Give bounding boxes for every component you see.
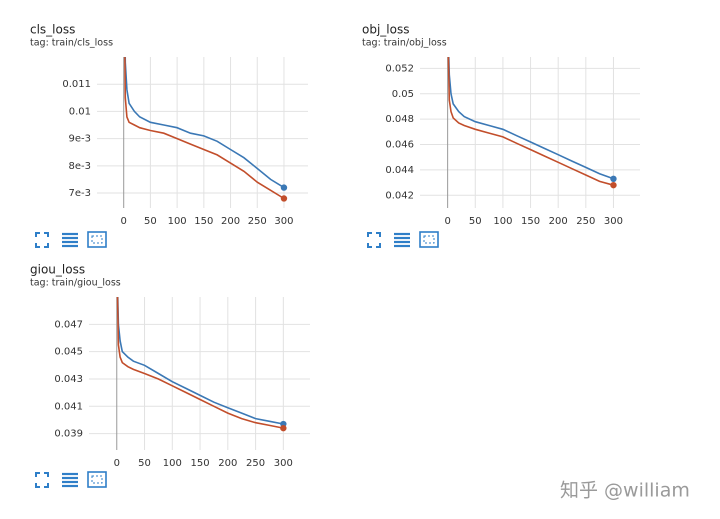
x-tick-label: 300 [274, 216, 293, 227]
fullscreen-icon[interactable] [35, 472, 49, 488]
x-tick-label: 200 [549, 216, 568, 227]
series-line [124, 57, 285, 189]
icon-shape [367, 232, 381, 248]
chart-title: cls_loss [30, 23, 75, 37]
x-tick-label: 150 [194, 216, 213, 227]
series-line [116, 297, 284, 425]
x-tick-label: 250 [246, 458, 265, 469]
x-tick-label: 100 [493, 216, 512, 227]
fit-domain-icon[interactable] [419, 231, 439, 248]
y-tick-label: 8e-3 [69, 161, 92, 172]
x-tick-label: 300 [604, 216, 623, 227]
y-tick-label: 0.044 [385, 165, 414, 176]
icon-shape [87, 471, 107, 488]
y-tick-label: 0.011 [62, 79, 91, 90]
icon-shape [91, 235, 103, 244]
x-tick-label: 100 [168, 216, 187, 227]
x-tick-label: 150 [191, 458, 210, 469]
series-line [447, 57, 614, 180]
icon-shape [423, 235, 435, 244]
log-scale-icon[interactable] [394, 232, 410, 248]
y-tick-label: 7e-3 [69, 188, 92, 199]
y-tick-label: 0.045 [54, 347, 83, 358]
fullscreen-icon[interactable] [35, 232, 49, 248]
y-tick-label: 9e-3 [69, 134, 92, 145]
chart-tag: tag: train/obj_loss [362, 38, 447, 49]
y-tick-label: 0.046 [385, 140, 414, 151]
y-tick-label: 0.043 [54, 374, 83, 385]
y-tick-label: 0.042 [385, 190, 414, 201]
x-tick-label: 200 [221, 216, 240, 227]
icon-shape [35, 472, 49, 488]
x-tick-label: 50 [469, 216, 482, 227]
x-tick-label: 0 [114, 458, 120, 469]
x-tick-label: 250 [576, 216, 595, 227]
series-line [116, 297, 284, 429]
icon-shape [91, 475, 103, 484]
x-tick-label: 250 [248, 216, 267, 227]
y-tick-label: 0.052 [385, 63, 414, 74]
x-tick-label: 100 [163, 458, 182, 469]
x-tick-label: 50 [144, 216, 157, 227]
log-scale-icon[interactable] [62, 472, 78, 488]
x-tick-label: 200 [218, 458, 237, 469]
icon-shape [35, 232, 49, 248]
series-line [124, 57, 285, 200]
end-point [280, 184, 288, 191]
series-line [447, 57, 614, 186]
end-point [610, 175, 617, 183]
y-tick-label: 0.047 [54, 319, 83, 330]
fit-domain-icon[interactable] [87, 231, 107, 248]
x-tick-label: 0 [121, 216, 127, 227]
x-tick-label: 300 [274, 458, 293, 469]
x-tick-label: 50 [138, 458, 151, 469]
icon-shape [419, 231, 439, 248]
end-point [610, 181, 617, 189]
y-tick-label: 0.048 [385, 114, 414, 125]
chart-tag: tag: train/cls_loss [30, 38, 113, 49]
x-tick-label: 0 [444, 216, 450, 227]
end-point [280, 424, 287, 432]
y-tick-label: 0.039 [54, 429, 83, 440]
watermark: 知乎 @william [560, 480, 690, 502]
chart-title: obj_loss [362, 23, 409, 37]
x-tick-label: 150 [521, 216, 540, 227]
fullscreen-icon[interactable] [367, 232, 381, 248]
end-point [280, 195, 288, 202]
y-tick-label: 0.041 [54, 401, 83, 412]
log-scale-icon[interactable] [62, 232, 78, 248]
icon-shape [87, 231, 107, 248]
y-tick-label: 0.05 [392, 89, 414, 100]
y-tick-label: 0.01 [69, 106, 91, 117]
chart-tag: tag: train/giou_loss [30, 278, 121, 289]
chart-title: giou_loss [30, 263, 85, 277]
fit-domain-icon[interactable] [87, 471, 107, 488]
